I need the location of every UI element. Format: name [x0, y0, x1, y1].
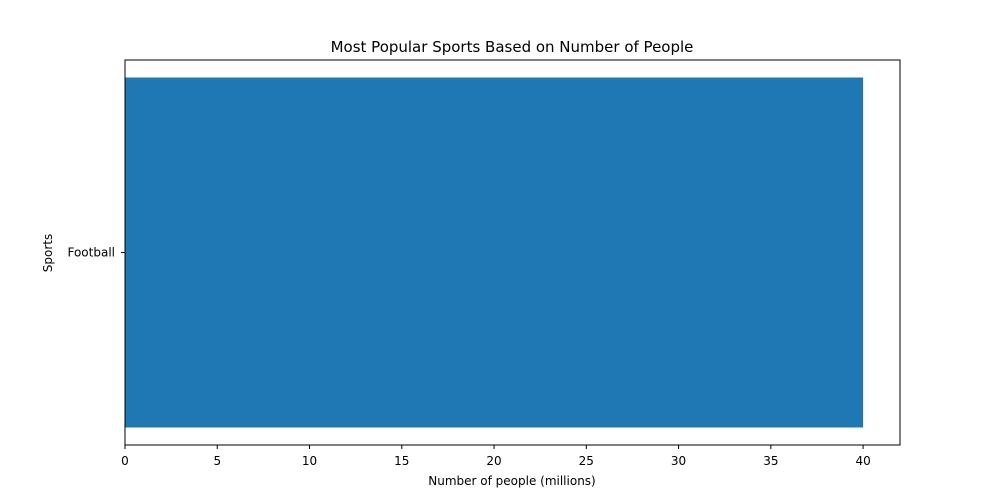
x-tick-label: 35: [763, 454, 778, 468]
x-tick-label: 10: [302, 454, 317, 468]
x-tick-label: 40: [855, 454, 870, 468]
x-axis: 0 5 10 15 20 25 30 35 40: [121, 445, 871, 468]
x-tick-label: 15: [394, 454, 409, 468]
x-tick-label: 30: [671, 454, 686, 468]
x-tick-label: 5: [213, 454, 221, 468]
x-tick-label: 25: [579, 454, 594, 468]
bar-football: [125, 77, 864, 428]
y-axis: Football: [67, 246, 125, 260]
y-axis-label: Sports: [41, 234, 55, 272]
chart-title: Most Popular Sports Based on Number of P…: [331, 38, 694, 56]
x-tick-label: 0: [121, 454, 129, 468]
y-tick-label: Football: [67, 246, 115, 260]
bars-layer: [125, 77, 864, 428]
x-axis-label: Number of people (millions): [428, 474, 595, 488]
x-tick-label: 20: [486, 454, 501, 468]
